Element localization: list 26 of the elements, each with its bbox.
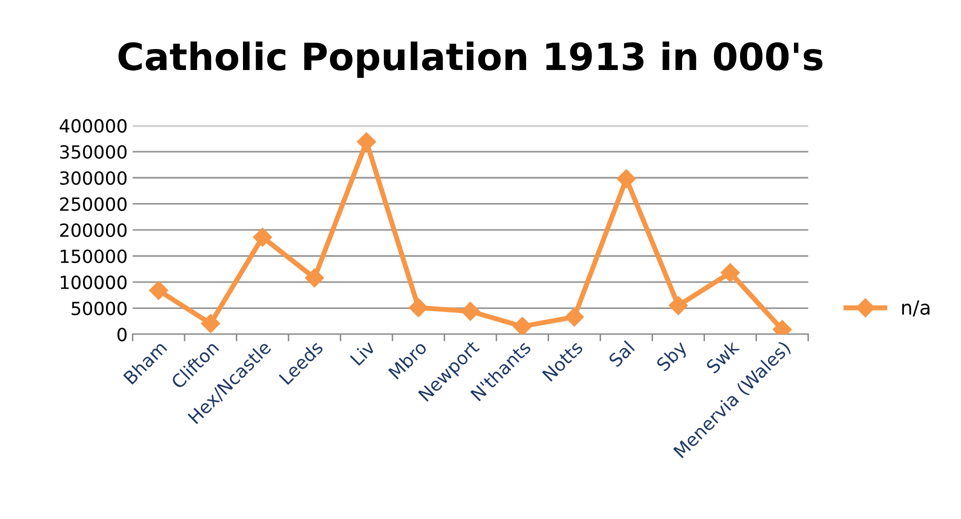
legend-label: n/a bbox=[902, 300, 930, 316]
point bbox=[253, 228, 272, 247]
point bbox=[460, 302, 480, 321]
point bbox=[356, 132, 376, 152]
y-tick-label: 350000 bbox=[60, 145, 127, 159]
y-tick-label: 200000 bbox=[60, 223, 127, 238]
y-tick-label: 250000 bbox=[60, 197, 127, 211]
y-tick-label: 0 bbox=[117, 328, 127, 342]
point bbox=[668, 296, 688, 316]
y-tick-label: 50000 bbox=[72, 302, 127, 316]
y-tick-label: 300000 bbox=[60, 171, 127, 185]
point bbox=[616, 169, 636, 188]
x-tick-label: Liv bbox=[350, 339, 376, 366]
y-tick-label: 400000 bbox=[60, 119, 127, 133]
x-tick-label: Sby bbox=[655, 339, 690, 374]
point bbox=[408, 298, 428, 318]
point bbox=[512, 316, 532, 334]
y-tick-label: 100000 bbox=[60, 276, 127, 290]
chart-title: Catholic Population 1913 in 000's bbox=[118, 42, 822, 78]
point bbox=[720, 263, 740, 282]
point bbox=[304, 268, 324, 288]
point bbox=[201, 314, 220, 334]
y-tick-label: 150000 bbox=[60, 249, 127, 264]
point bbox=[149, 280, 168, 300]
point bbox=[564, 307, 584, 327]
x-tick-label: Sal bbox=[608, 340, 635, 368]
